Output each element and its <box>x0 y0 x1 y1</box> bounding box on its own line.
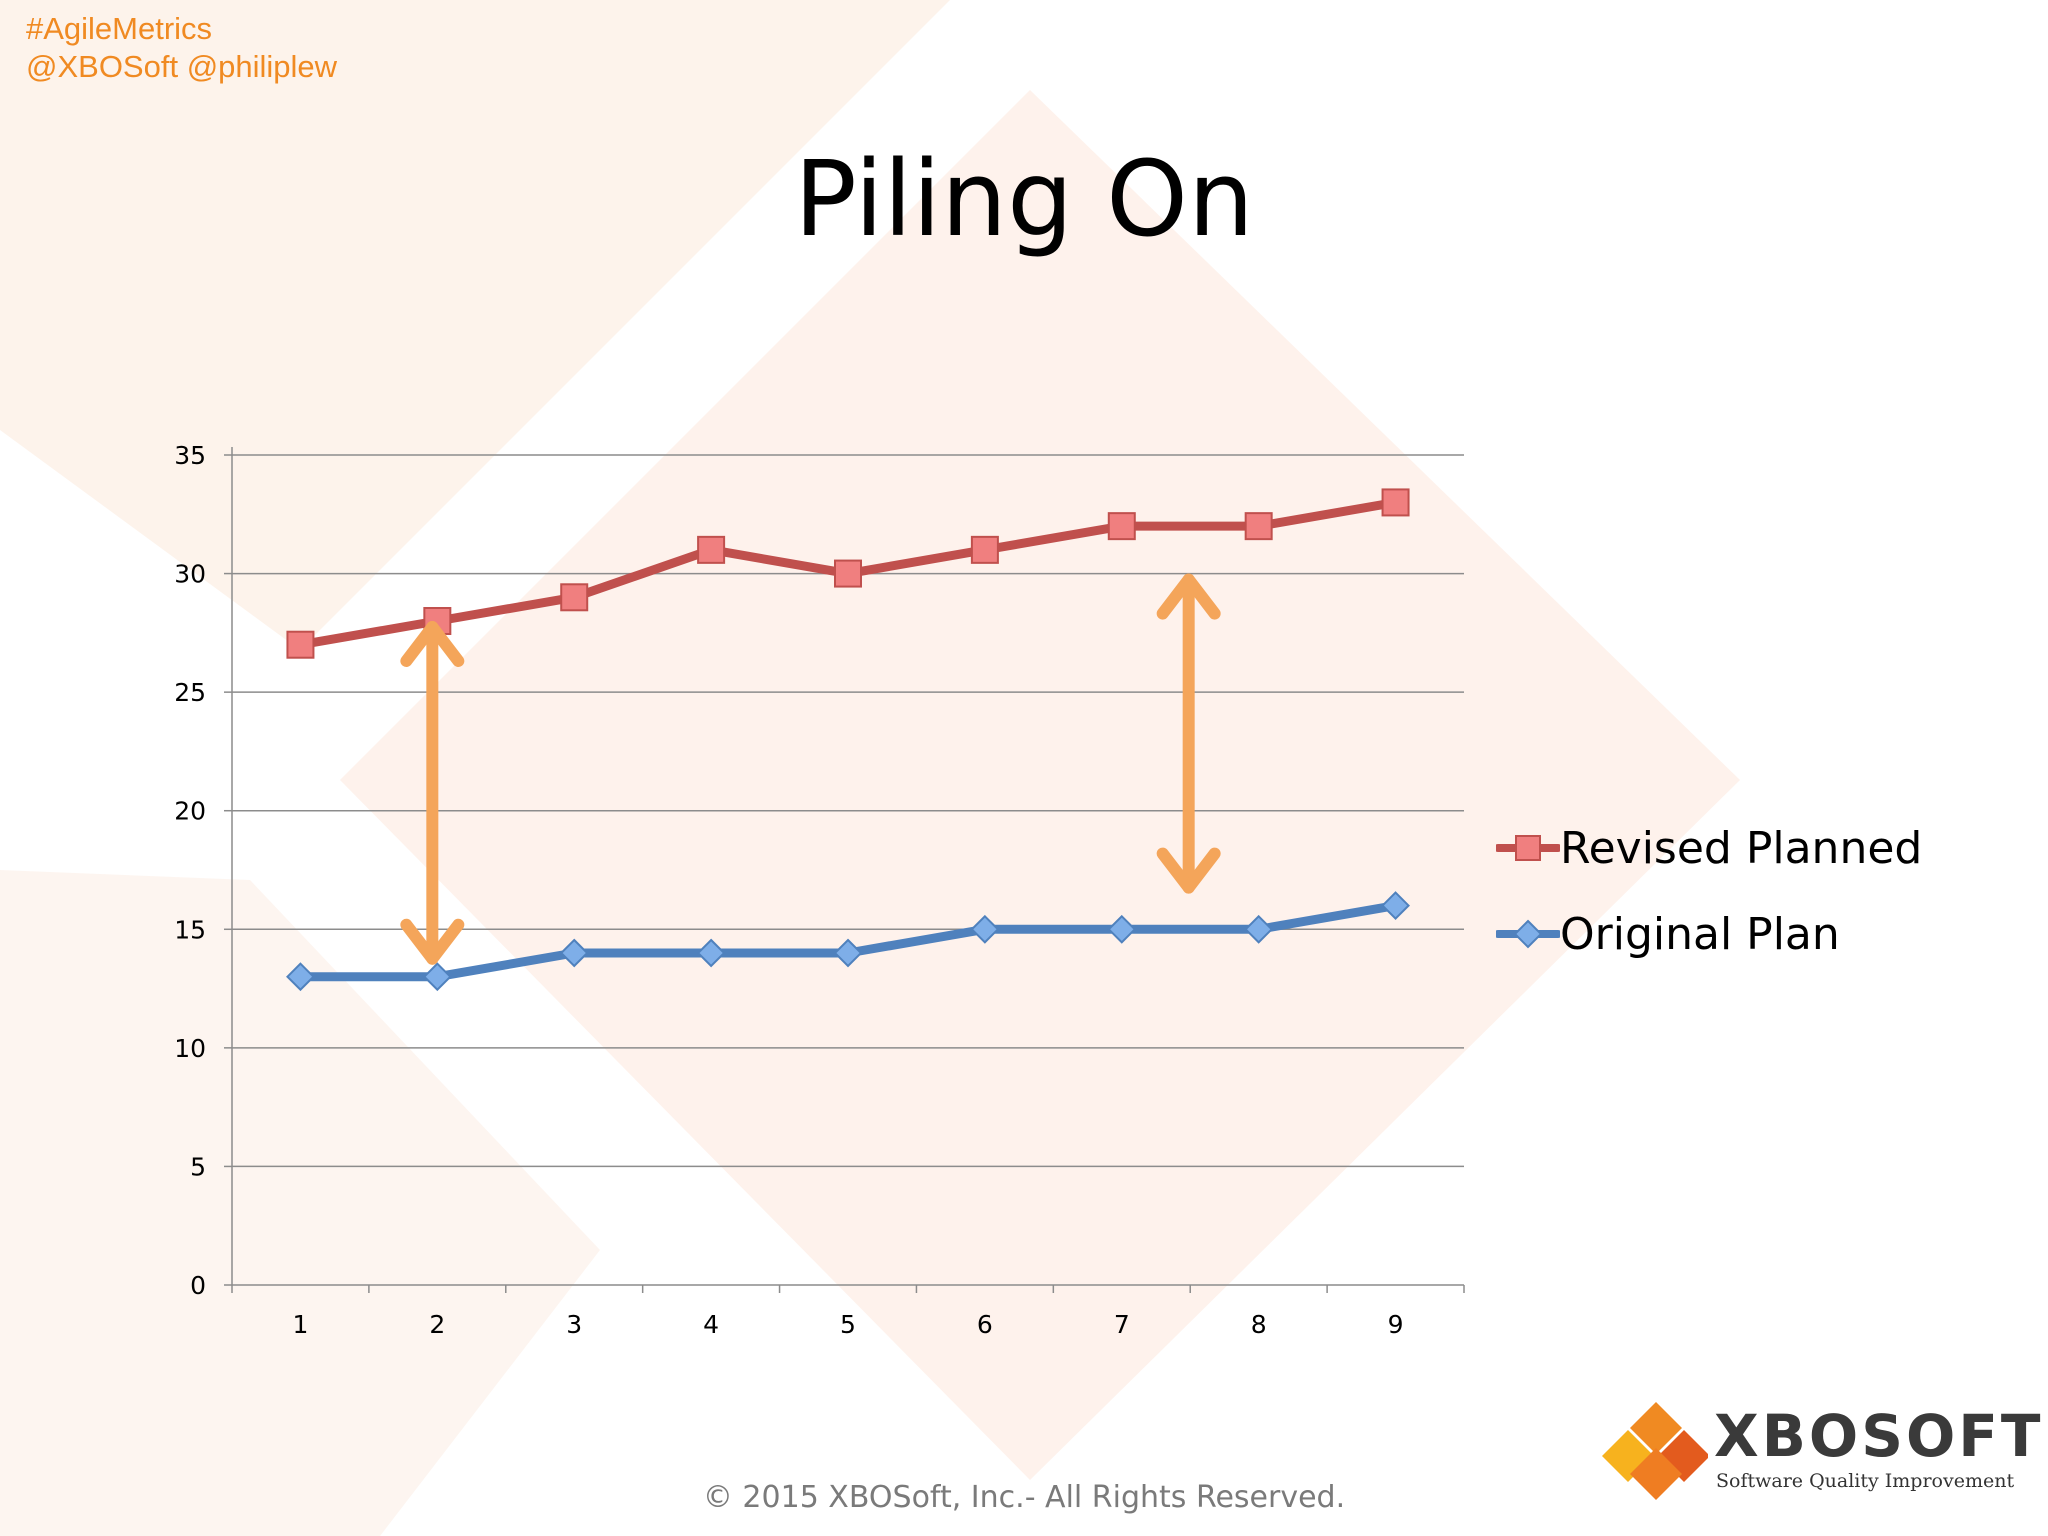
data-point-square <box>834 559 862 588</box>
y-tick-label: 5 <box>190 1152 206 1181</box>
data-point-square <box>970 535 999 564</box>
chart-legend: Revised Planned Original Plan <box>1496 805 1922 977</box>
x-tick-label: 3 <box>566 1310 582 1339</box>
company-logo: XBOSOFT Software Quality Improvement <box>1598 1400 2041 1500</box>
double-arrow-annotation <box>1156 573 1221 894</box>
double-arrow-annotation <box>400 621 465 965</box>
x-tick-label: 7 <box>1114 1310 1130 1339</box>
data-point-square <box>697 535 726 564</box>
legend-item-original: Original Plan <box>1496 891 1922 977</box>
data-point-square <box>286 630 315 659</box>
data-point-square <box>1381 488 1410 517</box>
copyright-footer: © 2015 XBOSoft, Inc.- All Rights Reserve… <box>702 1480 1346 1515</box>
data-point-diamond <box>1107 914 1137 944</box>
data-point-diamond <box>696 938 726 968</box>
y-tick-label: 10 <box>174 1034 206 1063</box>
data-point-diamond <box>970 914 1000 944</box>
legend-label-revised: Revised Planned <box>1560 822 1923 874</box>
hashtags: #AgileMetrics @XBOSoft @philiplew <box>26 10 337 86</box>
x-tick-label: 2 <box>429 1310 445 1339</box>
diamond-marker-icon <box>1496 919 1560 949</box>
xbosoft-logo-icon <box>1602 1402 1708 1500</box>
legend-label-original: Original Plan <box>1560 908 1840 960</box>
arrow-head-up <box>1156 573 1221 620</box>
slide-title: Piling On <box>794 138 1254 260</box>
axes: 0 5 10 15 20 25 30 35 1 2 3 4 5 6 7 8 9 <box>174 441 1465 1339</box>
data-point-diamond <box>1244 914 1274 944</box>
y-tick-label: 20 <box>174 797 206 826</box>
legend-item-revised: Revised Planned <box>1496 805 1922 891</box>
x-tick-label: 6 <box>977 1310 993 1339</box>
arrow-head-down <box>400 918 465 965</box>
logo-wordmark: XBOSOFT <box>1714 1402 2044 1470</box>
x-tick-label: 1 <box>292 1310 308 1339</box>
data-point-square <box>1107 512 1136 541</box>
y-tick-label: 25 <box>174 678 206 707</box>
data-point-square <box>1244 512 1273 541</box>
arrow-head-up <box>400 621 465 667</box>
x-tick-label: 4 <box>703 1310 719 1339</box>
handles-text: @XBOSoft @philiplew <box>26 49 338 84</box>
logo-tagline: Software Quality Improvement <box>1716 1470 2015 1492</box>
x-tick-label: 5 <box>840 1310 856 1339</box>
series <box>286 488 1410 992</box>
data-point-diamond <box>422 962 452 992</box>
data-point-diamond <box>286 962 315 992</box>
y-tick-label: 35 <box>174 441 206 470</box>
square-marker-icon <box>1496 835 1560 861</box>
data-point-diamond <box>1381 891 1410 920</box>
y-tick-label: 15 <box>174 915 206 944</box>
y-tick-label: 0 <box>190 1271 206 1300</box>
data-point-square <box>560 583 589 612</box>
data-point-diamond <box>559 938 589 968</box>
x-tick-label: 8 <box>1251 1310 1267 1339</box>
arrow-head-down <box>1156 847 1221 894</box>
data-point-diamond <box>833 938 863 968</box>
y-tick-label: 30 <box>174 560 206 589</box>
hashtag-text: #AgileMetrics <box>26 11 213 46</box>
x-tick-label: 9 <box>1388 1310 1404 1339</box>
annotations <box>400 573 1221 965</box>
